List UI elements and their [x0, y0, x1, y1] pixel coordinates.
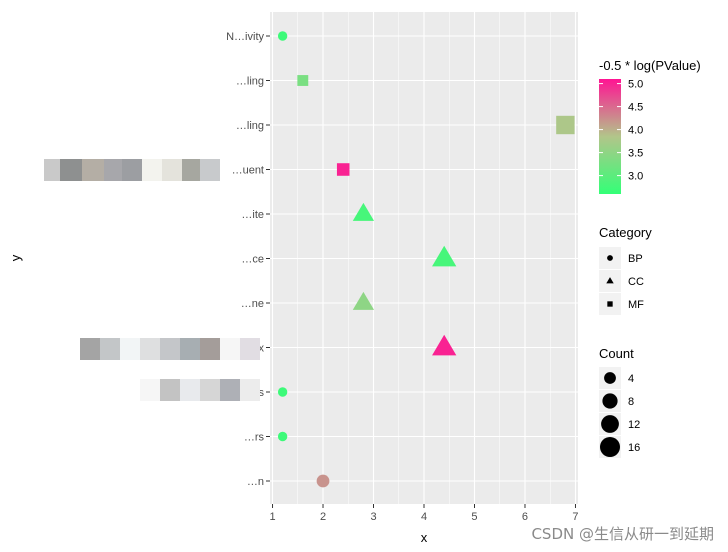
data-point-2	[556, 115, 575, 135]
x-tick-label: 2	[320, 511, 326, 523]
size-legend-dot	[602, 393, 618, 409]
x-axis-ticks: 1 2 3 4 5 6 7	[269, 504, 579, 523]
color-tick-label: 4.5	[628, 102, 643, 114]
category-legend-title: Category	[599, 225, 652, 240]
color-legend-ticks: 5.0 4.5 4.0 3.5 3.0	[599, 79, 643, 183]
category-legend-label: CC	[628, 276, 644, 288]
count-legend-label: 16	[628, 442, 640, 454]
redacted-label-block-1	[44, 159, 220, 181]
x-tick-label: 4	[421, 511, 427, 523]
x-tick-label: 5	[471, 511, 477, 523]
count-legend-label: 12	[628, 419, 640, 431]
data-point-9	[277, 431, 288, 442]
y-axis-ticks: N…ivity…ling…ling…uent…ite…ce…ne…x…s…rs……	[226, 31, 270, 488]
legend-shape-MF	[607, 301, 613, 307]
count-legend-title: Count	[599, 346, 634, 361]
y-tick-label: …n	[247, 476, 264, 488]
color-tick-label: 4.0	[628, 125, 643, 137]
y-tick-label: …ling	[236, 120, 264, 132]
data-points	[277, 31, 575, 488]
data-point-1	[297, 75, 309, 86]
size-legend-dot	[600, 437, 620, 457]
size-legend-dot	[604, 372, 616, 384]
redacted-label-block-3	[140, 379, 260, 401]
x-tick-label: 1	[269, 511, 275, 523]
category-legend-label: MF	[628, 299, 644, 311]
data-point-3	[336, 163, 350, 176]
data-point-0	[277, 31, 288, 41]
y-tick-label: …ite	[241, 209, 264, 221]
count-legend: 4 8 12 16	[599, 367, 640, 458]
y-tick-label: N…ivity	[226, 31, 264, 43]
size-legend-dot	[601, 415, 619, 433]
data-point-7	[432, 334, 457, 356]
y-tick-label: …ling	[236, 76, 264, 88]
color-bar	[599, 79, 621, 194]
legend-shape-BP	[607, 255, 613, 261]
y-tick-label: …uent	[232, 165, 264, 177]
color-tick-label: 5.0	[628, 79, 643, 91]
legend-shape-CC	[606, 277, 614, 284]
color-tick-label: 3.5	[628, 148, 643, 160]
y-tick-label: …ne	[241, 298, 264, 310]
data-point-10	[316, 474, 330, 488]
watermark: CSDN @生信从研一到延期	[531, 525, 714, 543]
y-axis-title: y	[8, 254, 23, 261]
count-legend-label: 8	[628, 396, 634, 408]
count-legend-label: 4	[628, 373, 634, 385]
category-legend: BP CC MF	[599, 247, 644, 315]
grid-lines	[270, 12, 578, 504]
x-tick-label: 7	[572, 511, 578, 523]
y-tick-label: …rs	[244, 432, 265, 444]
data-point-6	[352, 291, 375, 310]
redacted-label-block-2	[80, 338, 260, 360]
data-point-4	[352, 202, 375, 221]
data-point-8	[277, 387, 288, 397]
y-tick-label: …ce	[241, 254, 264, 266]
data-point-5	[432, 245, 457, 267]
x-tick-label: 3	[370, 511, 376, 523]
x-axis-title: x	[421, 530, 428, 545]
category-legend-label: BP	[628, 253, 643, 265]
color-legend-title: -0.5 * log(PValue)	[599, 58, 701, 73]
x-tick-label: 6	[522, 511, 528, 523]
color-tick-label: 3.0	[628, 171, 643, 183]
